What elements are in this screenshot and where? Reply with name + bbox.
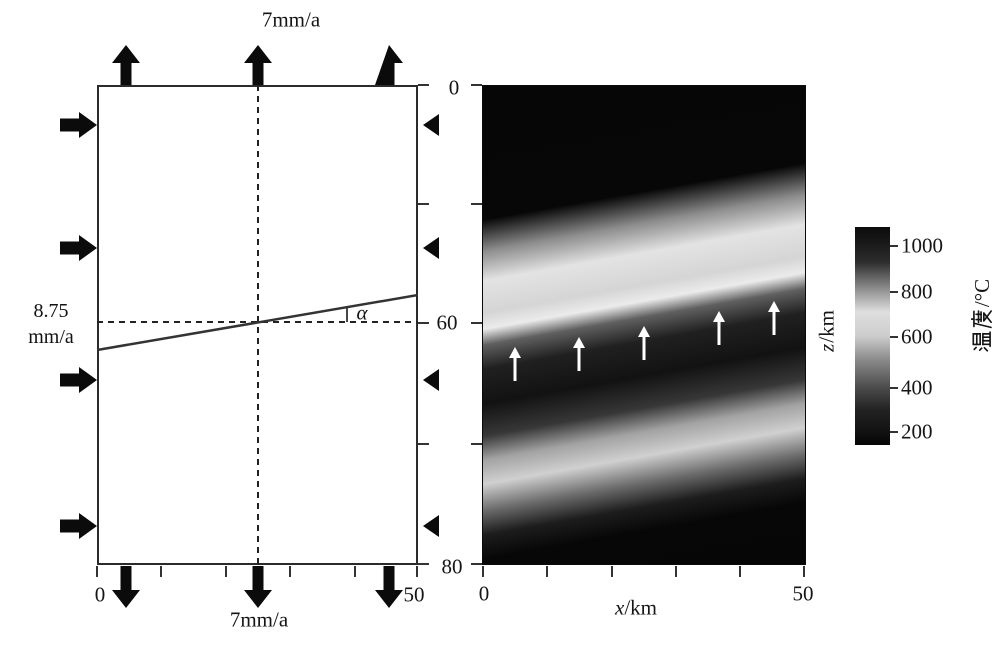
z-tick-label-80: 80 — [441, 554, 463, 579]
left-arrow-right-icon — [60, 367, 97, 393]
top-velocity-label: 7mm/a — [261, 7, 321, 32]
flow-arrow-up-icon — [509, 347, 521, 381]
colorbar-title-unit: /°C — [969, 278, 994, 308]
z-axis-tick — [471, 203, 482, 205]
bottom-velocity-label: 7mm/a — [229, 607, 289, 632]
z-tick-label-60: 60 — [436, 310, 458, 335]
colorbar-tick-label: 1000 — [901, 233, 943, 258]
z-axis-tick — [471, 322, 482, 324]
z-tick-label-0: 0 — [448, 75, 460, 100]
top-arrow-up-icon — [244, 45, 272, 85]
z-axis-tick — [418, 84, 429, 86]
flow-arrow-up-icon — [713, 311, 725, 345]
colorbar-tick — [890, 245, 898, 247]
colorbar-title: /°C — [969, 278, 994, 353]
x-axis-tick — [546, 566, 548, 577]
right-arrowhead-left-icon — [423, 237, 439, 259]
x-axis-tick — [225, 566, 227, 577]
z-axis-tick — [471, 443, 482, 445]
temperature-colorbar — [855, 227, 890, 445]
model-annotations-svg — [97, 85, 418, 565]
z-axis-tick — [471, 84, 482, 86]
colorbar-tick — [890, 336, 898, 338]
z-axis-tick — [471, 563, 482, 565]
bottom-arrow-down-icon — [112, 566, 140, 608]
colorbar-tick-label: 600 — [901, 324, 933, 349]
left-arrow-right-icon — [60, 513, 97, 539]
x-axis-unit: /km — [624, 595, 657, 620]
z-axis-tick — [418, 443, 429, 445]
flow-arrow-up-icon — [638, 326, 650, 360]
z-axis-variable: z — [814, 343, 839, 352]
cjk-du-glyph — [971, 310, 992, 329]
bottom-arrow-down-icon — [244, 566, 272, 608]
x-axis-tick — [482, 566, 484, 577]
temperature-heatmap — [482, 85, 806, 565]
flow-arrow-up-icon — [768, 301, 780, 335]
x-axis-tick — [354, 566, 356, 577]
side-velocity-value: 8.75 — [33, 300, 69, 322]
z-axis-unit: /km — [814, 310, 839, 343]
colorbar-tick — [890, 431, 898, 433]
angle-alpha-label: α — [356, 300, 368, 325]
right-arrowhead-left-icon — [423, 515, 439, 537]
x-axis-tick — [416, 566, 418, 577]
x-axis-tick — [289, 566, 291, 577]
x-axis-tick — [675, 566, 677, 577]
colorbar-tick-label: 200 — [901, 419, 933, 444]
flow-arrow-up-icon — [573, 337, 585, 371]
side-velocity-unit: mm/a — [28, 326, 74, 348]
x-axis-tick — [96, 566, 98, 577]
right-arrowhead-left-icon — [423, 114, 439, 136]
heatmap-x-tick-label-50: 50 — [792, 581, 814, 606]
side-velocity-label: 8.75 mm/a — [22, 298, 80, 350]
right-arrowhead-left-icon — [423, 369, 439, 391]
colorbar-tick-label: 800 — [901, 279, 933, 304]
z-axis-tick — [418, 203, 429, 205]
x-axis-title: x/km — [615, 595, 657, 620]
x-axis-tick — [739, 566, 741, 577]
x-axis-tick — [160, 566, 162, 577]
x-axis-tick — [611, 566, 613, 577]
z-axis-tick — [418, 563, 429, 565]
x-axis-variable: x — [615, 595, 625, 620]
bottom-arrow-down-icon — [375, 566, 403, 608]
colorbar-tick — [890, 387, 898, 389]
top-arrow-up-icon — [112, 45, 140, 85]
left-arrow-right-icon — [60, 112, 97, 138]
colorbar-tick — [890, 291, 898, 293]
x-tick-label-50: 50 — [403, 582, 425, 607]
z-axis-tick — [418, 322, 429, 324]
heatmap-x-tick-label-0: 0 — [478, 581, 490, 606]
x-axis-tick — [803, 566, 805, 577]
left-arrow-right-icon — [60, 235, 97, 261]
top-arrow-up-icon — [375, 45, 403, 85]
x-tick-label-0: 0 — [94, 582, 106, 607]
cjk-wen-glyph — [972, 331, 991, 352]
z-axis-title: z/km — [814, 310, 839, 352]
slanted-interface-line — [97, 293, 418, 352]
colorbar-tick-label: 400 — [901, 375, 933, 400]
